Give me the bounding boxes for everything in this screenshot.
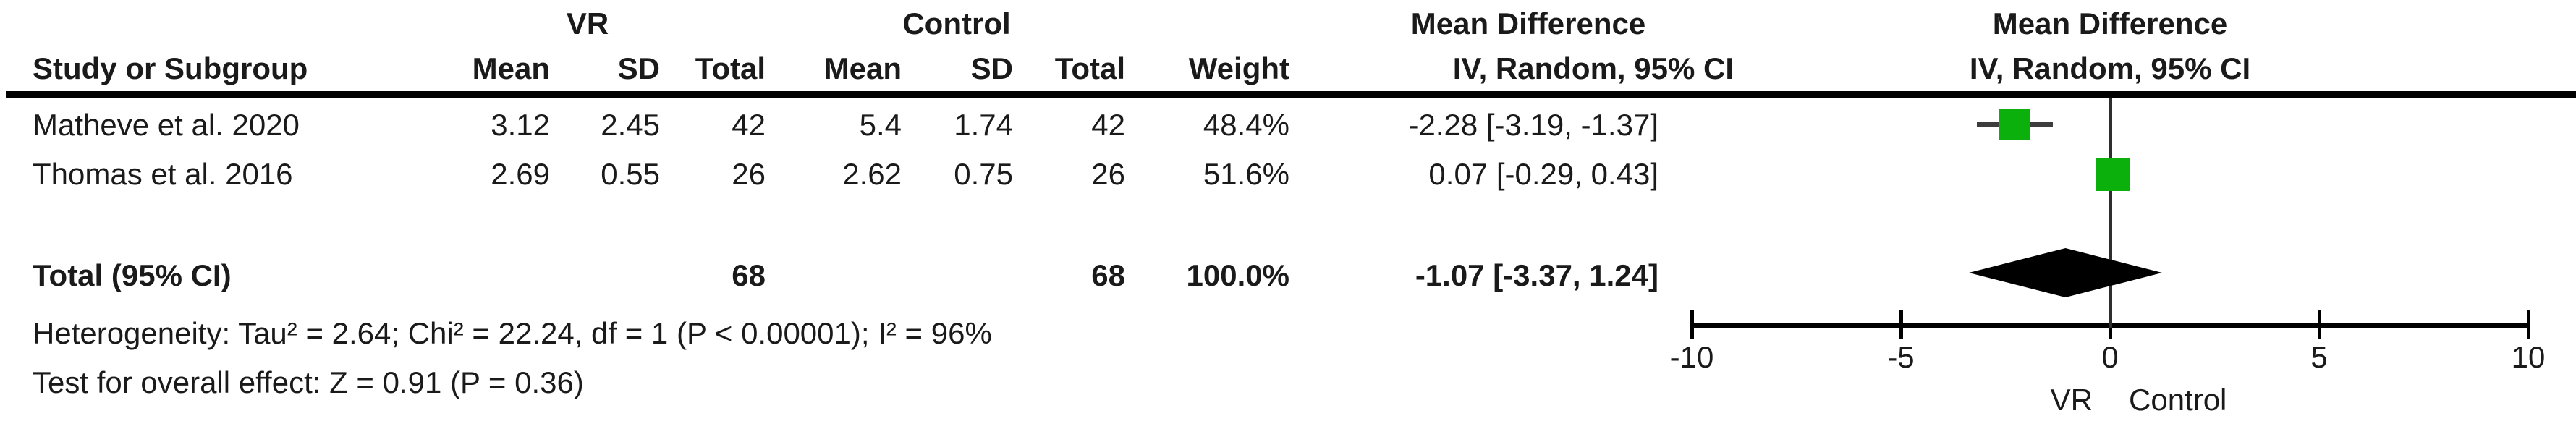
column-header-weight: Weight <box>1188 51 1289 85</box>
weight-value: 51.6% <box>1203 157 1289 191</box>
vr-total-value: 26 <box>732 157 766 191</box>
ci-value: 0.07 [-0.29, 0.43] <box>1428 157 1658 191</box>
vr-sd-value: 2.45 <box>601 108 660 142</box>
weight-value: 48.4% <box>1203 108 1289 142</box>
column-header-control-total: Total <box>1054 51 1125 85</box>
column-header-study: Study or Subgroup <box>33 51 308 85</box>
vr-mean-value: 2.69 <box>491 157 550 191</box>
column-header-vr-sd: SD <box>617 51 660 85</box>
favours-left-label: VR <box>2050 383 2093 417</box>
total-ci: -1.07 [-3.37, 1.24] <box>1415 258 1658 292</box>
control-total-value: 42 <box>1091 108 1125 142</box>
zero-line <box>2109 98 2112 328</box>
heterogeneity-text: Heterogeneity: Tau² = 2.64; Chi² = 22.24… <box>33 316 992 350</box>
total-label: Total (95% CI) <box>33 258 232 292</box>
control-mean-value: 5.4 <box>859 108 902 142</box>
effect-header-table: Mean Difference <box>1410 7 1646 41</box>
pooled-diamond <box>1969 248 2162 297</box>
column-header-ci-plot: IV, Random, 95% CI <box>1969 51 2251 85</box>
column-header-control-mean: Mean <box>823 51 902 85</box>
axis-tick-label: 10 <box>2511 340 2546 374</box>
column-header-ci: IV, Random, 95% CI <box>1452 51 1734 85</box>
axis-tick-label: -10 <box>1669 340 1714 374</box>
control-sd-value: 0.75 <box>954 157 1013 191</box>
axis-tick-label: 5 <box>2310 340 2328 374</box>
effect-header-plot: Mean Difference <box>1992 7 2228 41</box>
header-divider-line <box>6 91 2576 98</box>
group-header-vr: VR <box>566 7 609 41</box>
vr-sd-value: 0.55 <box>601 157 660 191</box>
total-weight: 100.0% <box>1186 258 1289 292</box>
column-header-vr-mean: Mean <box>472 51 550 85</box>
total-control-n: 68 <box>1091 258 1125 292</box>
ci-value: -2.28 [-3.19, -1.37] <box>1408 108 1658 142</box>
column-header-vr-total: Total <box>695 51 766 85</box>
axis-tick-label: 0 <box>2101 340 2119 374</box>
axis-tick <box>2318 310 2321 339</box>
study-square-marker <box>1999 109 2030 140</box>
total-vr-n: 68 <box>732 258 766 292</box>
favours-right-label: Control <box>2129 383 2227 417</box>
control-total-value: 26 <box>1091 157 1125 191</box>
control-sd-value: 1.74 <box>954 108 1013 142</box>
vr-mean-value: 3.12 <box>491 108 550 142</box>
study-name: Thomas et al. 2016 <box>33 157 293 191</box>
axis-tick <box>1899 310 1903 339</box>
axis-tick <box>2527 310 2530 339</box>
overall-effect-text: Test for overall effect: Z = 0.91 (P = 0… <box>33 365 584 399</box>
study-name: Matheve et al. 2020 <box>33 108 300 142</box>
axis-tick-label: -5 <box>1887 340 1915 374</box>
axis-tick <box>1690 310 1694 339</box>
column-header-control-sd: SD <box>970 51 1013 85</box>
group-header-control: Control <box>902 7 1011 41</box>
vr-total-value: 42 <box>732 108 766 142</box>
control-mean-value: 2.62 <box>842 157 902 191</box>
study-square-marker <box>2096 158 2130 191</box>
